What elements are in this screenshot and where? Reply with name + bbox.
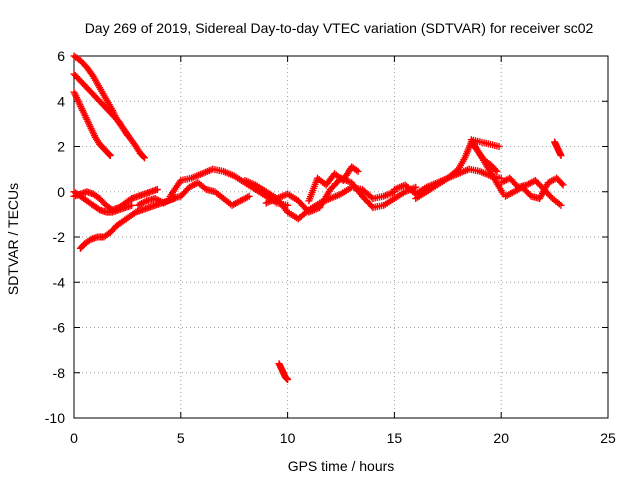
series-arc-evening-top xyxy=(551,138,565,160)
series-arc-evening-b xyxy=(501,174,567,203)
y-tick-label: -6 xyxy=(53,320,66,336)
x-tick-label: 0 xyxy=(70,430,78,446)
x-tick-label: 15 xyxy=(387,430,403,446)
data-point xyxy=(106,152,114,160)
data-point xyxy=(499,190,507,198)
series-arc-cross-a xyxy=(70,185,161,214)
data-point xyxy=(140,154,148,162)
axis-ticks: 0 5 10 15 20 25 -10 -8 -6 -4 -2 0 2 4 6 xyxy=(45,48,616,446)
y-axis-label: SDTVAR / TECUs xyxy=(5,183,21,295)
grid xyxy=(74,56,608,418)
x-tick-label: 25 xyxy=(600,430,616,446)
data-points xyxy=(70,52,567,384)
data-point xyxy=(123,131,131,139)
data-point xyxy=(493,167,501,175)
data-point xyxy=(284,376,292,384)
y-tick-label: 2 xyxy=(57,139,65,155)
data-point xyxy=(559,181,567,189)
series-arc-outlier xyxy=(467,136,507,198)
y-tick-label: 4 xyxy=(57,93,65,109)
data-point xyxy=(557,201,565,209)
y-tick-label: 6 xyxy=(57,48,65,64)
data-point xyxy=(139,153,147,161)
series-band-morning xyxy=(134,179,253,209)
data-point xyxy=(153,185,161,193)
series-band-midday xyxy=(241,176,398,223)
series-arc-cross-b xyxy=(70,188,136,216)
x-tick-label: 5 xyxy=(177,430,185,446)
y-tick-label: -2 xyxy=(53,229,66,245)
data-point xyxy=(245,192,253,200)
data-point xyxy=(354,167,362,175)
series-arc-deep-low xyxy=(275,360,292,384)
y-tick-label: -10 xyxy=(45,410,65,426)
x-tick-label: 10 xyxy=(280,430,296,446)
series-spike-midday xyxy=(305,163,362,205)
series-arc-top-b xyxy=(70,70,131,139)
data-point xyxy=(492,166,500,174)
chart-title: Day 269 of 2019, Sidereal Day-to-day VTE… xyxy=(85,20,594,36)
y-tick-label: -4 xyxy=(53,274,66,290)
y-tick-label: -8 xyxy=(53,365,66,381)
data-point xyxy=(352,166,360,174)
data-point xyxy=(128,201,136,209)
y-tick-label: 0 xyxy=(57,184,65,200)
x-axis-label: GPS time / hours xyxy=(288,458,395,474)
data-point xyxy=(412,183,420,191)
series-arc-top-c xyxy=(70,88,114,160)
x-tick-label: 20 xyxy=(493,430,509,446)
data-point xyxy=(558,180,566,188)
data-point xyxy=(557,152,565,160)
